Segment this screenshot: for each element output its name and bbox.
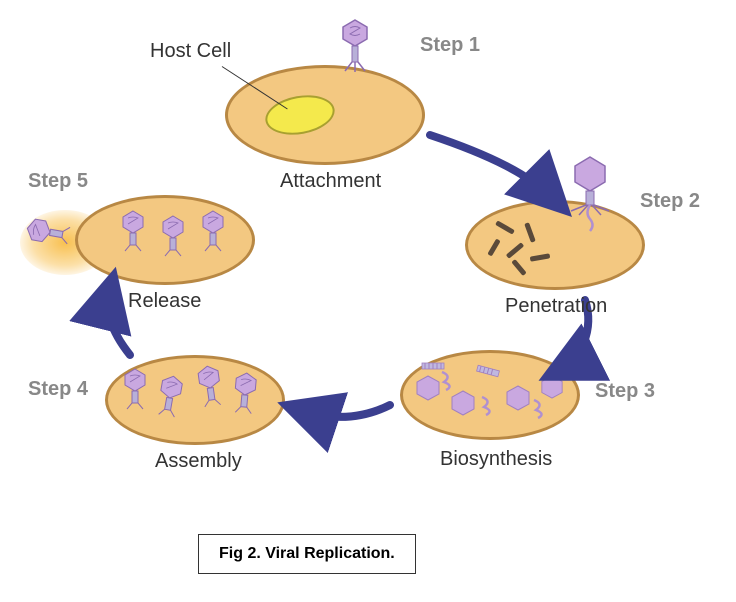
step-5-label: Step 5	[28, 170, 88, 193]
capsid-hex-icon	[450, 390, 476, 416]
step-4-label: Step 4	[28, 378, 88, 401]
arrow-1-to-2	[430, 135, 555, 200]
viral-rna-icon	[478, 395, 498, 417]
capsid-hex-icon	[505, 385, 531, 411]
phage-injecting-icon	[565, 155, 615, 235]
step-2-name: Penetration	[505, 295, 607, 318]
host-cell-label: Host Cell	[150, 40, 231, 63]
viral-rna-icon	[530, 398, 550, 420]
phage-small-icon	[198, 210, 228, 252]
phage-icon	[335, 18, 375, 73]
step-2-label: Step 2	[640, 190, 700, 213]
step-1-name: Attachment	[280, 170, 381, 193]
step-1-label: Step 1	[420, 34, 480, 57]
step-3-label: Step 3	[595, 380, 655, 403]
viral-rna-icon	[438, 370, 458, 392]
phage-small-icon	[120, 368, 150, 410]
figure-caption: Fig 2. Viral Replication.	[198, 534, 416, 574]
step-3-name: Biosynthesis	[440, 448, 552, 471]
step-4-name: Assembly	[155, 450, 242, 473]
phage-small-icon	[192, 363, 228, 409]
arrow-3-to-4	[300, 405, 390, 417]
arrow-4-to-5	[108, 290, 130, 355]
phage-small-icon	[228, 371, 262, 415]
phage-small-icon	[158, 215, 188, 257]
capsid-hex-icon	[540, 375, 564, 399]
diagram-stage: Host Cell Step 1 Attachment Step 2 Penet…	[0, 0, 736, 602]
step-5-name: Release	[128, 290, 201, 313]
phage-small-icon	[118, 210, 148, 252]
viral-tail-part-icon	[420, 360, 446, 372]
